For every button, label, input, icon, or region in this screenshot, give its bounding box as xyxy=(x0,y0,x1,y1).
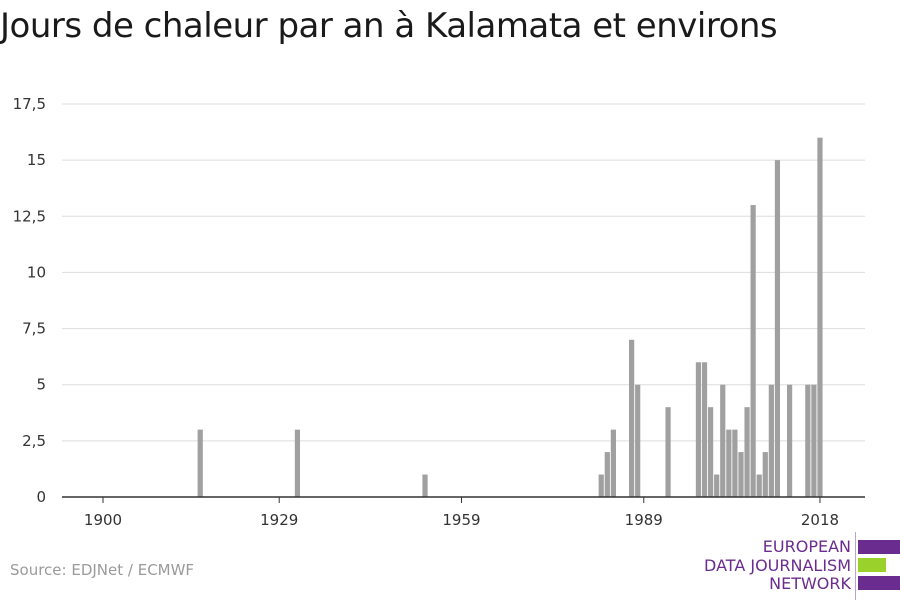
bar xyxy=(610,429,616,497)
x-tick-labels: 1900 1929 1959 1989 2018 xyxy=(84,511,839,529)
bar xyxy=(774,160,781,497)
logo-bar-bottom xyxy=(858,576,900,590)
bar xyxy=(701,362,708,497)
bar xyxy=(695,362,702,497)
bar xyxy=(197,429,203,497)
y-tick-label: 5 xyxy=(36,376,46,394)
bar-series xyxy=(197,137,823,498)
logo-bar-top xyxy=(858,540,900,554)
logo-line-2: DATA JOURNALISM xyxy=(704,555,851,575)
bar xyxy=(786,384,793,497)
y-tick-label: 12,5 xyxy=(13,207,46,225)
bar xyxy=(665,407,671,497)
y-tick-label: 10 xyxy=(27,263,46,281)
logo-line-3: NETWORK xyxy=(769,574,851,593)
axes xyxy=(62,496,865,503)
y-tick-label: 2,5 xyxy=(22,432,46,450)
y-tick-label: 17,5 xyxy=(13,95,46,113)
y-tick-label: 15 xyxy=(27,151,46,169)
x-tick-label: 1959 xyxy=(442,511,480,529)
x-tick-label: 1929 xyxy=(260,511,298,529)
bar xyxy=(805,384,811,497)
bar xyxy=(629,339,635,497)
bar xyxy=(598,474,604,497)
logo-line-1: EUROPEAN xyxy=(762,537,851,556)
x-tick-label: 2018 xyxy=(801,511,839,529)
bar xyxy=(422,474,428,497)
bar xyxy=(294,429,301,497)
bar xyxy=(726,429,732,497)
bar xyxy=(762,452,768,497)
bar xyxy=(750,205,756,498)
bar xyxy=(744,407,750,497)
bar xyxy=(604,452,610,497)
bar xyxy=(756,474,762,497)
bar xyxy=(732,429,738,497)
edjnet-logo-text: EUROPEAN DATA JOURNALISM NETWORK xyxy=(704,537,851,594)
y-tick-label: 7,5 xyxy=(22,320,46,338)
bar xyxy=(720,384,726,497)
bar xyxy=(708,407,714,497)
chart-title: Jours de chaleur par an à Kalamata et en… xyxy=(0,6,778,46)
x-tick-label: 1989 xyxy=(625,511,663,529)
bar xyxy=(714,474,720,497)
logo-bar-middle xyxy=(858,558,886,572)
x-tick-label: 1900 xyxy=(84,511,122,529)
bar xyxy=(817,137,823,497)
bar xyxy=(811,384,817,497)
gridlines xyxy=(62,103,865,442)
bar xyxy=(738,452,744,497)
y-tick-label: 0 xyxy=(36,488,46,506)
bar xyxy=(768,384,774,497)
bar xyxy=(635,384,641,497)
y-tick-labels: 0 2,5 5 7,5 10 12,5 15 17,5 xyxy=(13,95,46,506)
edjnet-logo-mark xyxy=(855,532,900,600)
source-note: Source: EDJNet / ECMWF xyxy=(10,561,195,579)
